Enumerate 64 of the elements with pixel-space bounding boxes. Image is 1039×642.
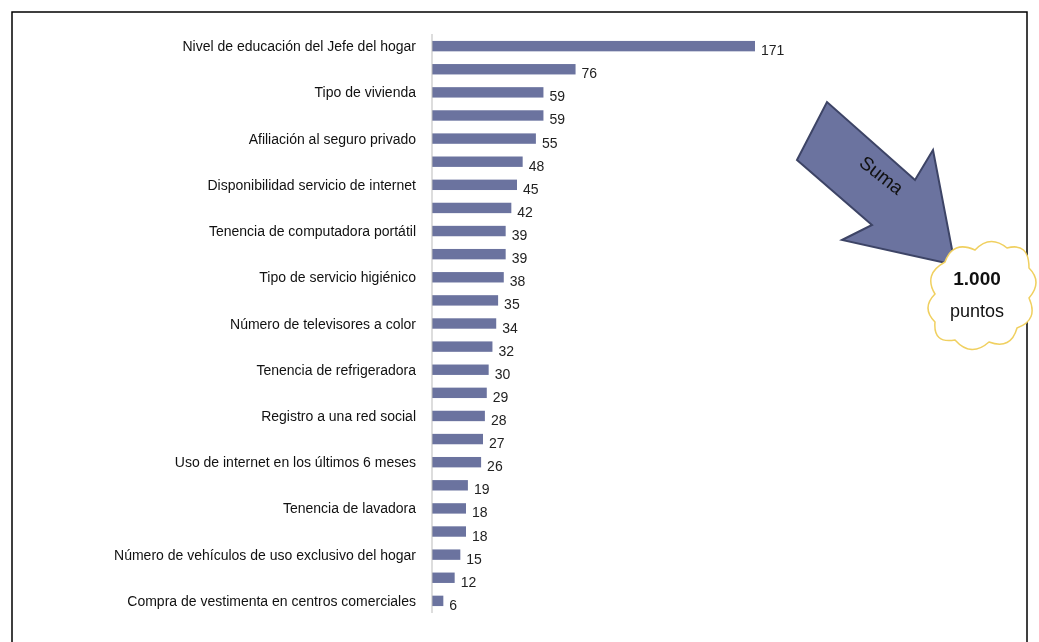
y-tick-label: Tenencia de lavadora: [282, 500, 417, 517]
bar: [432, 110, 544, 121]
bar: [432, 133, 536, 144]
bar: [432, 456, 482, 468]
data-label: 15: [466, 550, 483, 567]
data-label: 18: [472, 504, 488, 521]
data-label: 42: [517, 203, 534, 220]
bar: [432, 202, 512, 214]
data-label: 59: [549, 111, 566, 128]
y-tick-label: Registro a una red social: [261, 407, 416, 424]
bar: [432, 179, 517, 191]
data-label: 171: [761, 42, 785, 59]
data-label: 27: [489, 435, 505, 452]
y-tick-label: Número de televisores a color: [230, 315, 417, 332]
bar: [432, 40, 755, 52]
data-label: 19: [473, 481, 490, 498]
data-label: 76: [581, 65, 598, 82]
bar: [432, 248, 506, 260]
bar: [432, 503, 466, 514]
bar: [432, 572, 455, 583]
y-tick-label: Uso de internet en los últimos 6 meses: [174, 454, 416, 471]
data-label: 30: [494, 365, 511, 382]
data-label: 48: [528, 157, 545, 174]
y-tick-label: Compra de vestimenta en centros comerciales: [127, 592, 416, 609]
data-label: 29: [492, 388, 509, 405]
y-tick-label: Tipo de vivienda: [314, 84, 417, 101]
data-label: 55: [541, 134, 558, 151]
data-label: 18: [472, 527, 488, 544]
bar: [432, 64, 576, 75]
bar: [432, 364, 489, 375]
text: puntos: [949, 301, 1005, 321]
data-label: 38: [509, 273, 526, 290]
data-label: 12: [460, 573, 477, 590]
data-label: 35: [504, 296, 520, 313]
bar: [432, 480, 468, 491]
bar: [432, 295, 499, 306]
y-tick-label: Afiliación al seguro privado: [248, 130, 417, 147]
bar: [432, 272, 504, 283]
data-label: 39: [511, 227, 528, 244]
data-label: 39: [511, 250, 528, 267]
y-tick-label: Número de vehículos de uso exclusivo del hogar: [114, 546, 417, 563]
bar: [432, 156, 523, 167]
y-tick-label: Tipo de servicio higiénico: [259, 269, 417, 286]
data-label: 6: [449, 596, 458, 613]
data-label: 26: [487, 458, 503, 475]
bar: [432, 387, 487, 399]
bar: [432, 549, 461, 560]
bar: [432, 410, 485, 422]
data-label: 45: [523, 180, 539, 197]
y-tick-label: Tenencia de computadora portátil: [208, 223, 416, 240]
bar: [432, 433, 483, 445]
bar: [432, 526, 466, 537]
bar: [432, 318, 497, 329]
data-label: 28: [490, 411, 507, 428]
y-tick-label: Disponibilidad servicio de internet: [207, 176, 417, 193]
data-label: 34: [502, 319, 519, 336]
data-label: 32: [498, 342, 515, 359]
y-tick-label: Nivel de educación del Jefe del hogar: [182, 38, 417, 55]
bar: [432, 87, 544, 98]
bar: [432, 341, 493, 352]
data-label: 59: [549, 88, 566, 105]
text: 1.000: [953, 268, 1001, 289]
y-tick-label: Tenencia de refrigeradora: [256, 361, 417, 378]
bar: [432, 225, 506, 237]
